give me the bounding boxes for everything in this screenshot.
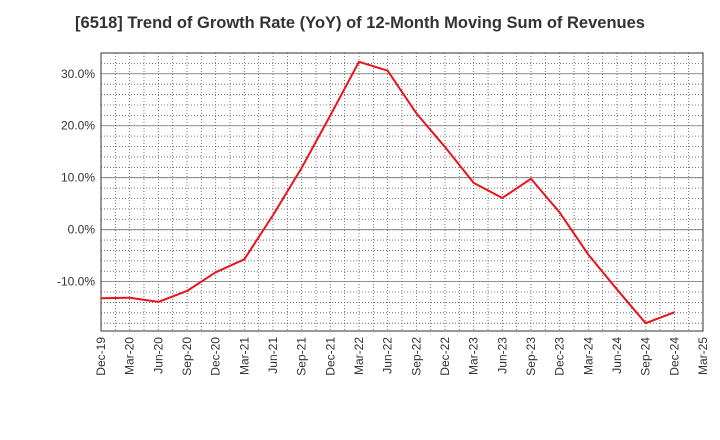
- x-tick-label: Jun-22: [381, 337, 395, 374]
- plot-border: [100, 52, 704, 332]
- x-tick-label: Mar-25: [696, 337, 710, 375]
- x-tick-label: Dec-20: [209, 337, 223, 376]
- x-tick-label: Jun-23: [495, 337, 509, 374]
- y-tick-label: -10.0%: [57, 275, 95, 289]
- axes: [100, 52, 704, 332]
- x-tick-label: Jun-21: [266, 337, 280, 374]
- y-tick-label: 30.0%: [61, 67, 95, 81]
- x-tick-label: Sep-22: [409, 337, 423, 376]
- chart-title: [6518] Trend of Growth Rate (YoY) of 12-…: [75, 14, 645, 32]
- x-tick-labels: Dec-19 Mar-20 Jun-20 Sep-20 Dec-20 Mar-21 Jun-…: [94, 337, 710, 376]
- x-tick-label: Mar-24: [581, 337, 595, 375]
- x-tick-label: Mar-23: [467, 337, 481, 375]
- x-tick-label: Dec-21: [323, 337, 337, 376]
- x-tick-label: Mar-22: [352, 337, 366, 375]
- y-tick-label: 0.0%: [68, 223, 96, 237]
- series-layer: [100, 60, 675, 325]
- x-tick-label: Mar-21: [237, 337, 251, 375]
- x-tick-label: Sep-20: [180, 337, 194, 376]
- y-tick-label: 20.0%: [61, 119, 95, 133]
- x-tick-label: Sep-24: [639, 337, 653, 376]
- x-tick-label: Mar-20: [123, 337, 137, 375]
- x-tick-label: Dec-23: [553, 337, 567, 376]
- y-tick-label: 10.0%: [61, 171, 95, 185]
- x-tick-label: Dec-19: [94, 337, 108, 376]
- x-tick-label: Sep-23: [524, 337, 538, 376]
- x-tick-label: Jun-20: [151, 337, 165, 374]
- x-tick-label: Dec-24: [667, 337, 681, 376]
- x-tick-label: Dec-22: [438, 337, 452, 376]
- x-tick-label: Jun-24: [610, 337, 624, 374]
- x-tick-label: Sep-21: [295, 337, 309, 376]
- y-tick-labels: 30.0% 20.0% 10.0% 0.0% -10.0%: [57, 67, 95, 289]
